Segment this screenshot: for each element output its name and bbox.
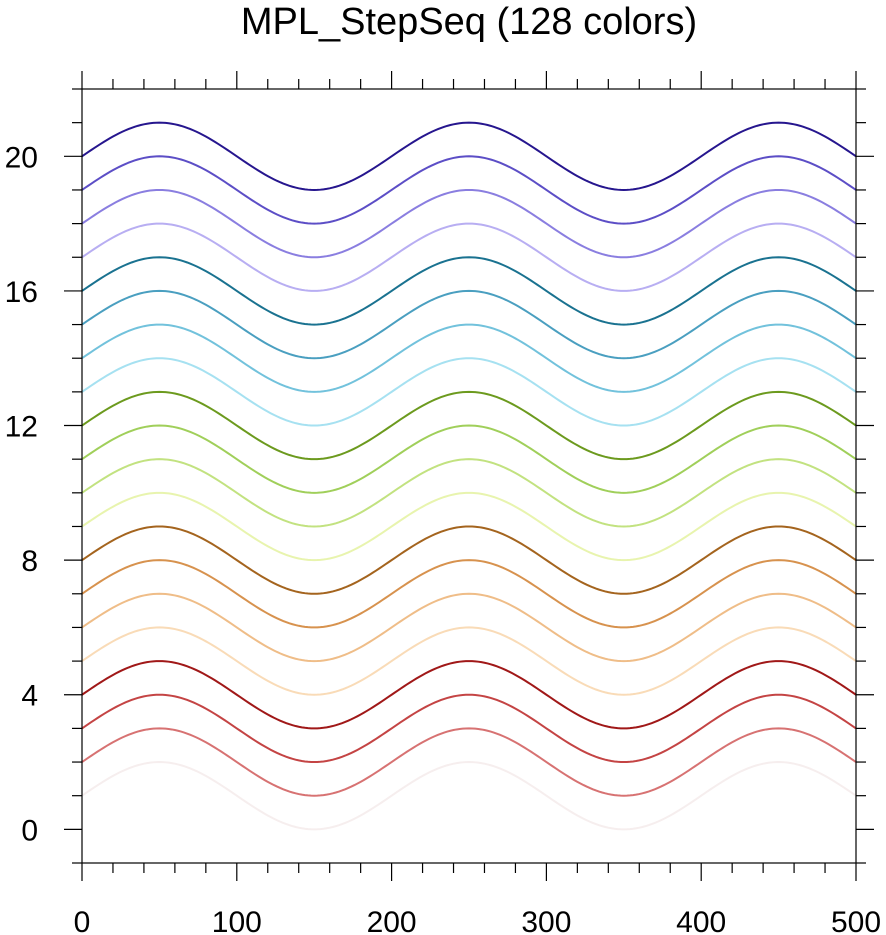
series-line-18 — [81, 188, 857, 259]
series-line-14 — [81, 323, 857, 393]
x-tick-label: 0 — [74, 906, 91, 935]
x-tick-label: 500 — [831, 906, 881, 935]
series-line-10 — [81, 458, 857, 528]
series-line-16 — [81, 256, 857, 326]
y-tick-label: 8 — [21, 545, 38, 578]
series-line-9 — [81, 491, 857, 562]
series-line-1 — [81, 761, 857, 831]
x-tick-label: 200 — [367, 906, 417, 935]
series-line-11 — [81, 424, 857, 494]
y-tick-label: 4 — [21, 680, 38, 713]
chart-title: MPL_StepSeq (128 colors) — [241, 1, 697, 43]
y-tick-label: 20 — [5, 141, 38, 174]
y-tick-label: 0 — [21, 814, 38, 847]
series-line-7 — [81, 559, 857, 629]
series-group — [81, 121, 857, 831]
axis-ticks — [64, 71, 874, 881]
x-tick-label: 300 — [521, 906, 571, 935]
series-line-3 — [81, 693, 857, 764]
x-tick-label: 400 — [676, 906, 726, 935]
y-tick-label: 16 — [5, 276, 38, 309]
x-tick-label: 100 — [212, 906, 262, 935]
plot-frame — [81, 88, 857, 864]
series-line-15 — [81, 289, 857, 360]
series-line-8 — [81, 525, 857, 595]
y-tick-label: 12 — [5, 411, 38, 444]
axis-tick-labels: 0 100 200 300 400 500 0 4 8 12 16 20 — [5, 141, 881, 935]
series-line-20 — [81, 121, 857, 191]
series-line-4 — [81, 660, 857, 730]
series-line-6 — [81, 592, 857, 663]
series-line-13 — [81, 357, 857, 427]
series-line-17 — [81, 222, 857, 292]
series-line-12 — [81, 390, 857, 461]
series-line-2 — [81, 727, 857, 797]
series-line-19 — [81, 155, 857, 225]
series-line-5 — [81, 626, 857, 696]
